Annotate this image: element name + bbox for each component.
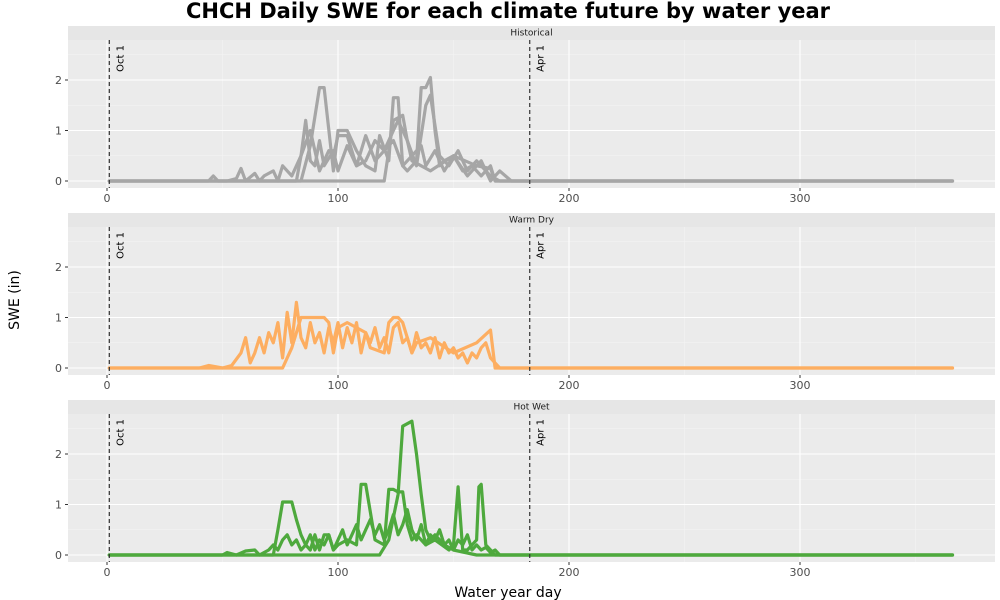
x-tick-label: 300: [790, 192, 811, 205]
plot-background: [68, 414, 995, 562]
plot-background: [68, 227, 995, 375]
x-tick-label: 0: [104, 192, 111, 205]
y-tick-label: 0: [55, 175, 62, 188]
panel-warm-dry: Warm Dry 0 100 200 300 0 1 2 Oct 1 Apr 1: [55, 213, 995, 392]
series-line-4: [107, 113, 955, 183]
x-tick-label: 100: [328, 566, 349, 579]
strip-label: Warm Dry: [509, 216, 555, 226]
y-tick-label: 1: [55, 499, 62, 512]
strip-background: [68, 26, 995, 40]
y-tick-label: 2: [55, 448, 62, 461]
x-tick-label: 300: [790, 379, 811, 392]
series-line-2: [107, 315, 955, 370]
x-tick-label: 300: [790, 566, 811, 579]
reference-line-label: Apr 1: [536, 419, 547, 446]
panel-hot-wet: Hot Wet 0 100 200 300 0 1 2 Oct 1 Apr 1: [55, 400, 995, 579]
strip-label: Historical: [510, 29, 552, 39]
series-line-2: [107, 482, 955, 557]
x-tick-label: 200: [559, 566, 580, 579]
reference-line-label: Oct 1: [115, 419, 126, 446]
x-tick-label: 0: [104, 379, 111, 392]
plot-background: [68, 40, 995, 188]
y-tick-label: 0: [55, 549, 62, 562]
series-line-3: [107, 75, 955, 183]
series-line-1: [107, 300, 955, 370]
y-tick-label: 2: [55, 74, 62, 87]
reference-line-label: Oct 1: [115, 45, 126, 72]
y-tick-label: 1: [55, 312, 62, 325]
series-line-1: [107, 508, 955, 557]
x-tick-label: 200: [559, 379, 580, 392]
strip-background: [68, 213, 995, 227]
y-tick-label: 0: [55, 362, 62, 375]
reference-line-label: Apr 1: [536, 232, 547, 259]
y-tick-label: 1: [55, 125, 62, 138]
chart-title: CHCH Daily SWE for each climate future b…: [186, 0, 831, 23]
x-tick-label: 100: [328, 192, 349, 205]
x-tick-label: 0: [104, 566, 111, 579]
strip-label: Hot Wet: [513, 403, 550, 413]
strip-background: [68, 400, 995, 414]
x-axis-label: Water year day: [454, 585, 561, 600]
reference-line-label: Oct 1: [115, 232, 126, 259]
series-line-3: [107, 419, 955, 557]
y-tick-label: 2: [55, 261, 62, 274]
x-tick-label: 200: [559, 192, 580, 205]
panel-historical: Historical 0 100 200 300 0 1 2 Oct 1 Apr 1: [55, 26, 995, 205]
y-axis-label: SWE (in): [7, 270, 23, 330]
x-tick-label: 100: [328, 379, 349, 392]
reference-line-label: Apr 1: [536, 45, 547, 72]
